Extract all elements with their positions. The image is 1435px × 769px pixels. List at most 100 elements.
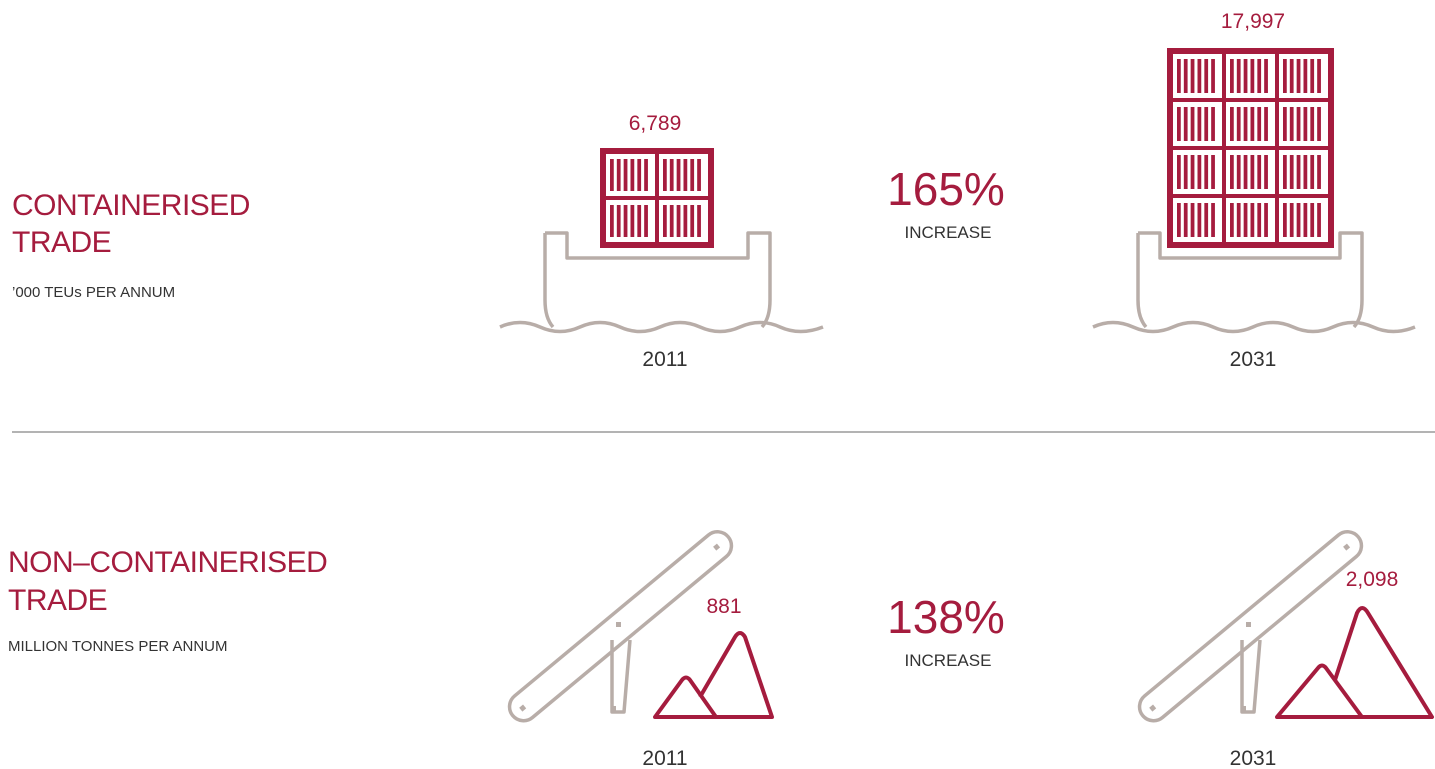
section-title: CONTAINERISED <box>12 189 250 222</box>
section-title: NON–CONTAINERISED <box>8 546 327 579</box>
container-rib <box>1264 155 1268 189</box>
container-rib <box>1250 203 1255 237</box>
conveyor-icon <box>507 530 734 723</box>
container-rib <box>1236 155 1241 189</box>
container-rib <box>1283 203 1287 237</box>
container-rib <box>1250 155 1255 189</box>
container-rib <box>1303 59 1308 93</box>
container-rib <box>1243 107 1248 141</box>
container-rib <box>1257 155 1262 189</box>
container-rib <box>1296 203 1301 237</box>
container-rib <box>623 205 628 237</box>
container-rib <box>1183 107 1188 141</box>
container-rib <box>669 159 674 191</box>
container-rib <box>616 205 621 237</box>
value-label: 6,789 <box>629 112 682 135</box>
change-value: 165% <box>887 163 1005 215</box>
container-rib <box>623 159 628 191</box>
container-rib <box>1250 59 1255 93</box>
container-rib <box>1190 59 1195 93</box>
containers <box>600 148 714 248</box>
container-rib <box>690 159 695 191</box>
container-rib <box>1211 107 1215 141</box>
container-rib <box>637 159 642 191</box>
container-rib <box>630 159 635 191</box>
container-rib <box>1257 203 1262 237</box>
container-rib <box>1283 155 1287 189</box>
container-rib <box>1230 203 1234 237</box>
container-rib <box>1197 155 1202 189</box>
mountain-icon <box>1275 606 1434 719</box>
container-rib <box>1211 155 1215 189</box>
change-value: 138% <box>887 591 1005 643</box>
container-rib <box>1211 203 1215 237</box>
container-rib <box>1197 107 1202 141</box>
container-rib <box>644 205 648 237</box>
container-rib <box>697 205 701 237</box>
value-label: 17,997 <box>1221 10 1285 33</box>
container-rib <box>683 159 688 191</box>
container-rib <box>1303 107 1308 141</box>
container-rib <box>616 159 621 191</box>
container-rib <box>1310 59 1315 93</box>
container-rib <box>1190 155 1195 189</box>
container-rib <box>1243 155 1248 189</box>
container-rib <box>1243 203 1248 237</box>
container-rib <box>676 159 681 191</box>
container-rib <box>630 205 635 237</box>
container-rib <box>1236 203 1241 237</box>
container-rib <box>1296 155 1301 189</box>
container-rib <box>1190 203 1195 237</box>
change-label: INCREASE <box>905 651 992 670</box>
container-rib <box>610 205 614 237</box>
container-rib <box>1264 203 1268 237</box>
year-label: 2011 <box>642 747 687 769</box>
container-rib <box>1257 59 1262 93</box>
container-rib <box>1283 59 1287 93</box>
section-title: TRADE <box>12 226 111 259</box>
container-rib <box>1197 203 1202 237</box>
change-label: INCREASE <box>905 223 992 242</box>
container-rib <box>1230 155 1234 189</box>
container-rib <box>1289 107 1294 141</box>
year-label: 2011 <box>642 348 687 371</box>
container-rib <box>1190 107 1195 141</box>
value-label: 2,098 <box>1346 568 1399 591</box>
container-rib <box>1289 155 1294 189</box>
container-rib <box>644 159 648 191</box>
container-rib <box>1230 107 1234 141</box>
container-rib <box>1303 155 1308 189</box>
section-title: TRADE <box>8 584 107 617</box>
container-rib <box>1183 155 1188 189</box>
container-rib <box>1177 155 1181 189</box>
value-label: 881 <box>706 595 741 618</box>
container-rib <box>1317 107 1321 141</box>
container-rib <box>1264 107 1268 141</box>
year-label: 2031 <box>1230 348 1277 371</box>
ship-icon <box>1092 48 1416 334</box>
container-rib <box>676 205 681 237</box>
container-rib <box>1317 155 1321 189</box>
section-subtitle: MILLION TONNES PER ANNUM <box>8 638 228 655</box>
container-rib <box>1310 155 1315 189</box>
container-rib <box>1230 59 1234 93</box>
container-rib <box>663 205 667 237</box>
container-rib <box>1204 203 1209 237</box>
container-rib <box>1177 59 1181 93</box>
container-rib <box>1204 59 1209 93</box>
container-rib <box>1317 59 1321 93</box>
container-rib <box>1204 107 1209 141</box>
container-rib <box>610 159 614 191</box>
container-rib <box>1177 107 1181 141</box>
container-rib <box>1310 107 1315 141</box>
year-label: 2031 <box>1230 747 1277 769</box>
container-rib <box>1236 107 1241 141</box>
container-rib <box>1183 203 1188 237</box>
container-rib <box>637 205 642 237</box>
container-rib <box>1317 203 1321 237</box>
container-rib <box>697 159 701 191</box>
section-subtitle: ’000 TEUs PER ANNUM <box>12 284 175 301</box>
container-rib <box>1283 107 1287 141</box>
container-rib <box>1303 203 1308 237</box>
